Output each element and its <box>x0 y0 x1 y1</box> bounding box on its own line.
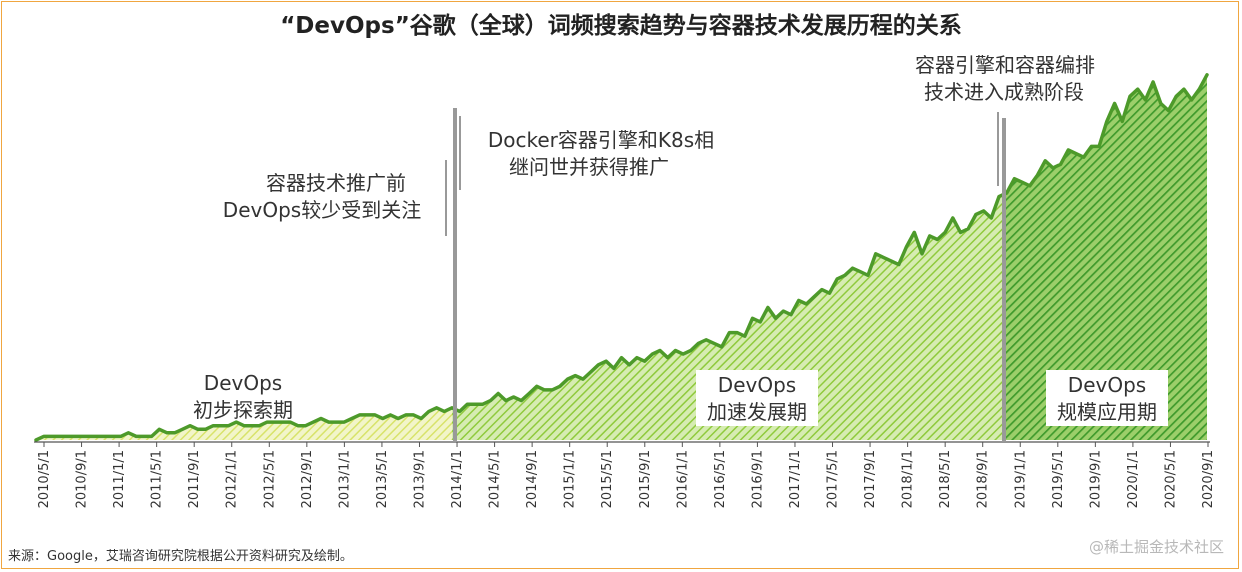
x-tick-label: 2013/1/1 <box>337 450 352 508</box>
x-tick-label: 2017/5/1 <box>826 450 841 508</box>
x-tick-label: 2011/5/1 <box>150 450 165 508</box>
source-note: 来源：Google，艾瑞咨询研究院根据公开资料研究及绘制。 <box>8 549 353 564</box>
phase2-label-bg <box>696 370 818 426</box>
x-tick-label: 2015/1/1 <box>563 450 578 508</box>
x-tick-label: 2016/1/1 <box>675 450 690 508</box>
annotation-docker-line2: 继问世并获得推广 <box>509 155 669 179</box>
annotation-pre-line1: 容器技术推广前 <box>266 171 406 195</box>
x-tick-label: 2011/9/1 <box>187 450 202 508</box>
x-tick-label: 2020/5/1 <box>1163 450 1178 508</box>
x-axis-ticks: 2010/5/1 2010/9/1 2011/1/1 2011/5/1 2011/9/1… <box>37 442 1216 508</box>
phase1-label-line2: 初步探索期 <box>193 398 293 422</box>
x-tick-label: 2018/1/1 <box>901 450 916 508</box>
x-tick-label: 2018/5/1 <box>938 450 953 508</box>
watermark: @稀土掘金技术社区 <box>1088 538 1224 556</box>
area-phase1 <box>36 407 452 440</box>
x-tick-label: 2017/1/1 <box>788 450 803 508</box>
x-tick-label: 2010/9/1 <box>75 450 90 508</box>
annotation-docker-line1: Docker容器引擎和K8s相 <box>488 128 714 152</box>
x-tick-label: 2014/1/1 <box>450 450 465 508</box>
x-tick-label: 2013/9/1 <box>412 450 427 508</box>
x-tick-label: 2019/9/1 <box>1088 450 1103 508</box>
x-tick-label: 2014/9/1 <box>525 450 540 508</box>
x-tick-label: 2020/9/1 <box>1201 450 1216 508</box>
phase2-label-line2: 加速发展期 <box>707 400 807 424</box>
x-tick-label: 2010/5/1 <box>37 450 52 508</box>
x-tick-label: 2016/9/1 <box>750 450 765 508</box>
x-tick-label: 2019/1/1 <box>1013 450 1028 508</box>
phase3-label-line1: DevOps <box>1068 373 1146 397</box>
x-tick-label: 2014/5/1 <box>488 450 503 508</box>
x-tick-label: 2012/9/1 <box>300 450 315 508</box>
area-phase2 <box>452 195 1002 440</box>
phase3-label-line2: 规模应用期 <box>1057 400 1157 424</box>
x-tick-label: 2012/5/1 <box>262 450 277 508</box>
phase2-label-line1: DevOps <box>718 373 796 397</box>
x-tick-label: 2016/5/1 <box>713 450 728 508</box>
x-tick-label: 2017/9/1 <box>863 450 878 508</box>
trend-area-fills <box>36 74 1207 440</box>
x-tick-label: 2015/5/1 <box>600 450 615 508</box>
x-tick-label: 2011/1/1 <box>112 450 127 508</box>
chart-title: “DevOps”谷歌（全球）词频搜索趋势与容器技术发展历程的关系 <box>280 13 962 39</box>
x-tick-label: 2019/5/1 <box>1051 450 1066 508</box>
x-tick-label: 2012/1/1 <box>225 450 240 508</box>
phase3-label-bg <box>1046 370 1168 426</box>
trend-line <box>34 73 1209 442</box>
x-tick-label: 2013/5/1 <box>375 450 390 508</box>
x-tick-label: 2020/1/1 <box>1126 450 1141 508</box>
annotation-pre-line2: DevOps较少受到关注 <box>223 198 421 222</box>
x-tick-label: 2015/9/1 <box>638 450 653 508</box>
x-tick-label: 2018/9/1 <box>976 450 991 508</box>
phase1-label-line1: DevOps <box>204 371 282 395</box>
area-phase3 <box>1002 74 1207 440</box>
annotation-mature-line1: 容器引擎和容器编排 <box>915 53 1095 77</box>
annotation-mature-line2: 技术进入成熟阶段 <box>924 80 1084 104</box>
